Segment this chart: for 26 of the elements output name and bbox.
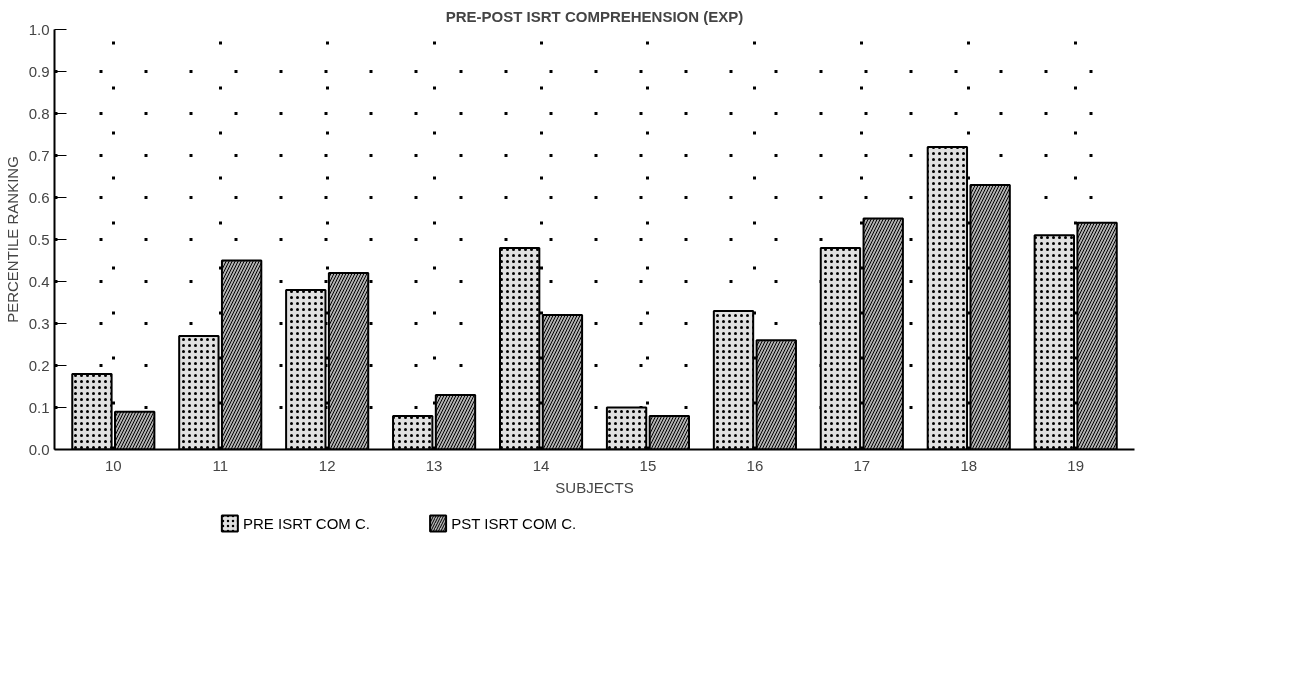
- x-tick-label: 17: [853, 456, 871, 474]
- y-tick-label: 0.6: [28, 188, 50, 206]
- chart-title: PRE-POST ISRT COMPREHENSION (EXP): [445, 7, 744, 25]
- y-tick-label: 0.0: [28, 440, 50, 458]
- x-tick-label: 18: [960, 456, 978, 474]
- x-tick-label: 13: [425, 456, 443, 474]
- x-tick-label: 11: [212, 456, 229, 474]
- y-tick-label: 0.8: [28, 104, 50, 122]
- x-tick-label: 15: [639, 456, 657, 474]
- y-axis-title: PERCENTILE RANKING: [3, 156, 21, 323]
- y-tick-label: 0.2: [28, 356, 50, 374]
- y-tick-label: 0.5: [28, 230, 50, 248]
- x-tick-label: 14: [532, 456, 550, 474]
- x-tick-label: 12: [318, 456, 336, 474]
- x-tick-label: 19: [1067, 456, 1085, 474]
- y-tick-label: 0.9: [28, 62, 50, 80]
- x-tick-label: 10: [104, 456, 122, 474]
- legend-label: PST ISRT COM C.: [451, 515, 577, 532]
- y-tick-label: 0.4: [28, 272, 50, 290]
- legend-label: PRE ISRT COM C.: [243, 515, 370, 532]
- y-tick-label: 0.7: [28, 146, 50, 164]
- x-axis-title: SUBJECTS: [555, 478, 634, 496]
- y-tick-label: 0.3: [28, 314, 50, 332]
- x-tick-label: 16: [746, 456, 764, 474]
- y-tick-label: 1.0: [28, 20, 50, 38]
- y-tick-label: 0.1: [28, 398, 50, 416]
